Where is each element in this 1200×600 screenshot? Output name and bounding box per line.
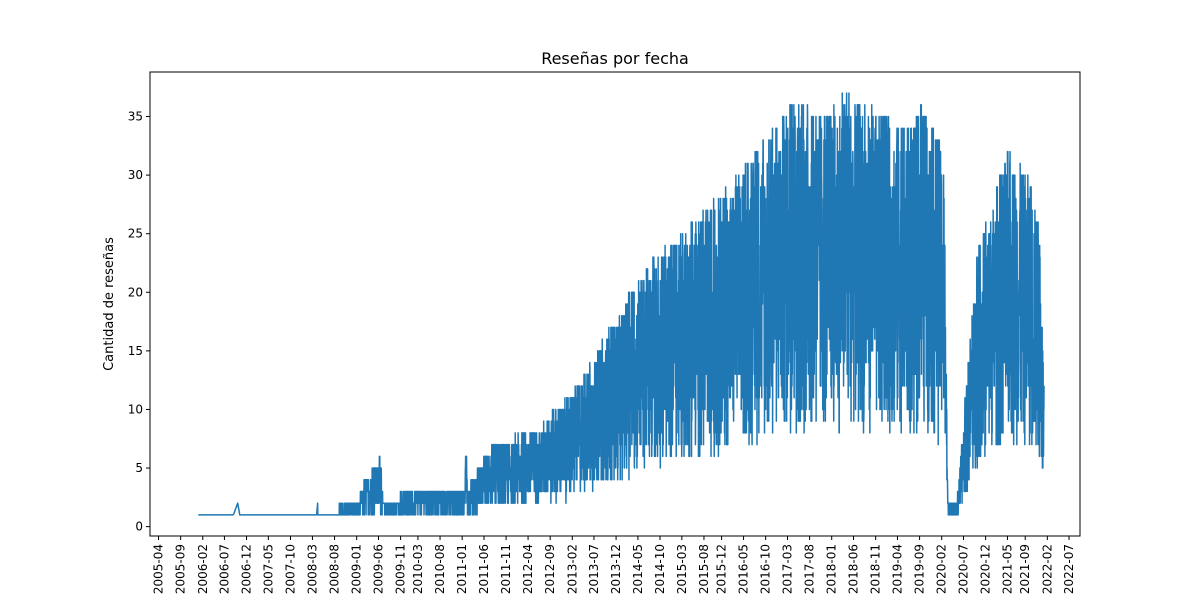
x-tick-label: 2006-02: [196, 544, 210, 594]
x-tick-label: 2014-10: [653, 544, 667, 594]
x-tick-label: 2009-01: [350, 544, 364, 594]
x-tick-label: 2011-11: [499, 544, 513, 594]
y-tick-label: 25: [128, 227, 143, 241]
x-tick-label: 2013-02: [565, 544, 579, 594]
x-tick-label: 2006-07: [217, 544, 231, 594]
x-tick-label: 2018-11: [869, 544, 883, 594]
x-tick-label: 2015-08: [697, 544, 711, 594]
x-tick-label: 2019-04: [890, 544, 904, 594]
chart-title: Reseñas por fecha: [541, 49, 689, 68]
x-tick-label: 2016-10: [759, 544, 773, 594]
x-tick-label: 2014-05: [631, 544, 645, 594]
x-tick-label: 2007-10: [283, 544, 297, 594]
y-axis: 0 5 10 15 20 25 30 35: [128, 110, 150, 534]
y-tick-label: 35: [128, 110, 143, 124]
x-tick-label: 2015-12: [715, 544, 729, 594]
x-tick-label: 2012-04: [521, 544, 535, 594]
x-tick-label: 2010-03: [411, 544, 425, 594]
x-tick-label: 2005-04: [152, 544, 166, 594]
x-tick-label: 2021-05: [1000, 544, 1014, 594]
x-tick-label: 2017-08: [803, 544, 817, 594]
x-tick-label: 2018-01: [825, 544, 839, 594]
x-tick-label: 2020-12: [979, 544, 993, 594]
y-tick-label: 5: [135, 461, 143, 475]
x-tick-label: 2006-12: [240, 544, 254, 594]
x-tick-label: 2013-12: [609, 544, 623, 594]
y-tick-label: 0: [135, 520, 143, 534]
x-tick-label: 2012-09: [543, 544, 557, 594]
x-tick-label: 2020-07: [957, 544, 971, 594]
x-tick-label: 2010-08: [433, 544, 447, 594]
x-tick-label: 2007-05: [261, 544, 275, 594]
plot-area-frame: [149, 71, 1081, 537]
x-tick-label: 2011-06: [477, 544, 491, 594]
series-line: [198, 92, 1045, 516]
x-tick-label: 2009-11: [394, 544, 408, 594]
x-axis: 2005-04 2005-09 2006-02 2006-07 2006-12 2007-…: [152, 536, 1076, 594]
x-tick-label: 2022-07: [1062, 544, 1076, 594]
x-tick-label: 2015-03: [675, 544, 689, 594]
y-tick-label: 15: [128, 344, 143, 358]
x-tick-label: 2008-03: [305, 544, 319, 594]
x-tick-label: 2019-09: [913, 544, 927, 594]
x-tick-label: 2021-09: [1018, 544, 1032, 594]
x-tick-label: 2008-08: [328, 544, 342, 594]
y-tick-label: 20: [128, 285, 143, 299]
x-tick-label: 2011-01: [455, 544, 469, 594]
x-tick-label: 2018-06: [847, 544, 861, 594]
x-tick-label: 2016-05: [737, 544, 751, 594]
x-tick-label: 2013-07: [587, 544, 601, 594]
x-tick-label: 2020-02: [935, 544, 949, 594]
y-axis-label: Cantidad de reseñas: [102, 237, 117, 371]
x-tick-label: 2005-09: [174, 544, 188, 594]
series-layer: [198, 92, 1045, 516]
y-tick-label: 30: [128, 168, 143, 182]
x-tick-label: 2009-06: [371, 544, 385, 594]
x-tick-label: 2017-03: [780, 544, 794, 594]
x-tick-label: 2022-02: [1040, 544, 1054, 594]
y-tick-label: 10: [128, 402, 143, 416]
